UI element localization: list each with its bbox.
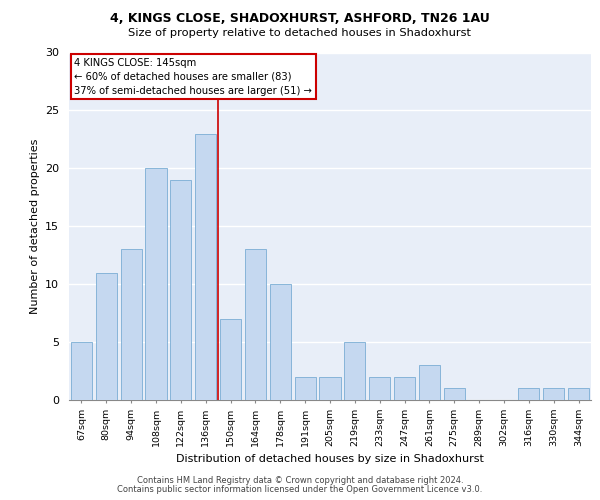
Bar [295, 377, 316, 400]
Bar [71, 342, 92, 400]
Bar [369, 377, 390, 400]
Bar [444, 388, 465, 400]
Text: 4 KINGS CLOSE: 145sqm
← 60% of detached houses are smaller (83)
37% of semi-deta: 4 KINGS CLOSE: 145sqm ← 60% of detached … [74, 58, 312, 96]
Bar [220, 319, 241, 400]
Bar [394, 377, 415, 400]
Bar [270, 284, 291, 400]
Text: Contains public sector information licensed under the Open Government Licence v3: Contains public sector information licen… [118, 485, 482, 494]
Text: Size of property relative to detached houses in Shadoxhurst: Size of property relative to detached ho… [128, 28, 472, 38]
X-axis label: Distribution of detached houses by size in Shadoxhurst: Distribution of detached houses by size … [176, 454, 484, 464]
Bar [245, 250, 266, 400]
Bar [170, 180, 191, 400]
Bar [543, 388, 564, 400]
Bar [96, 272, 117, 400]
Text: 4, KINGS CLOSE, SHADOXHURST, ASHFORD, TN26 1AU: 4, KINGS CLOSE, SHADOXHURST, ASHFORD, TN… [110, 12, 490, 26]
Bar [121, 250, 142, 400]
Text: Contains HM Land Registry data © Crown copyright and database right 2024.: Contains HM Land Registry data © Crown c… [137, 476, 463, 485]
Bar [145, 168, 167, 400]
Bar [319, 377, 341, 400]
Bar [344, 342, 365, 400]
Bar [568, 388, 589, 400]
Bar [195, 134, 216, 400]
Bar [518, 388, 539, 400]
Bar [419, 365, 440, 400]
Y-axis label: Number of detached properties: Number of detached properties [29, 138, 40, 314]
